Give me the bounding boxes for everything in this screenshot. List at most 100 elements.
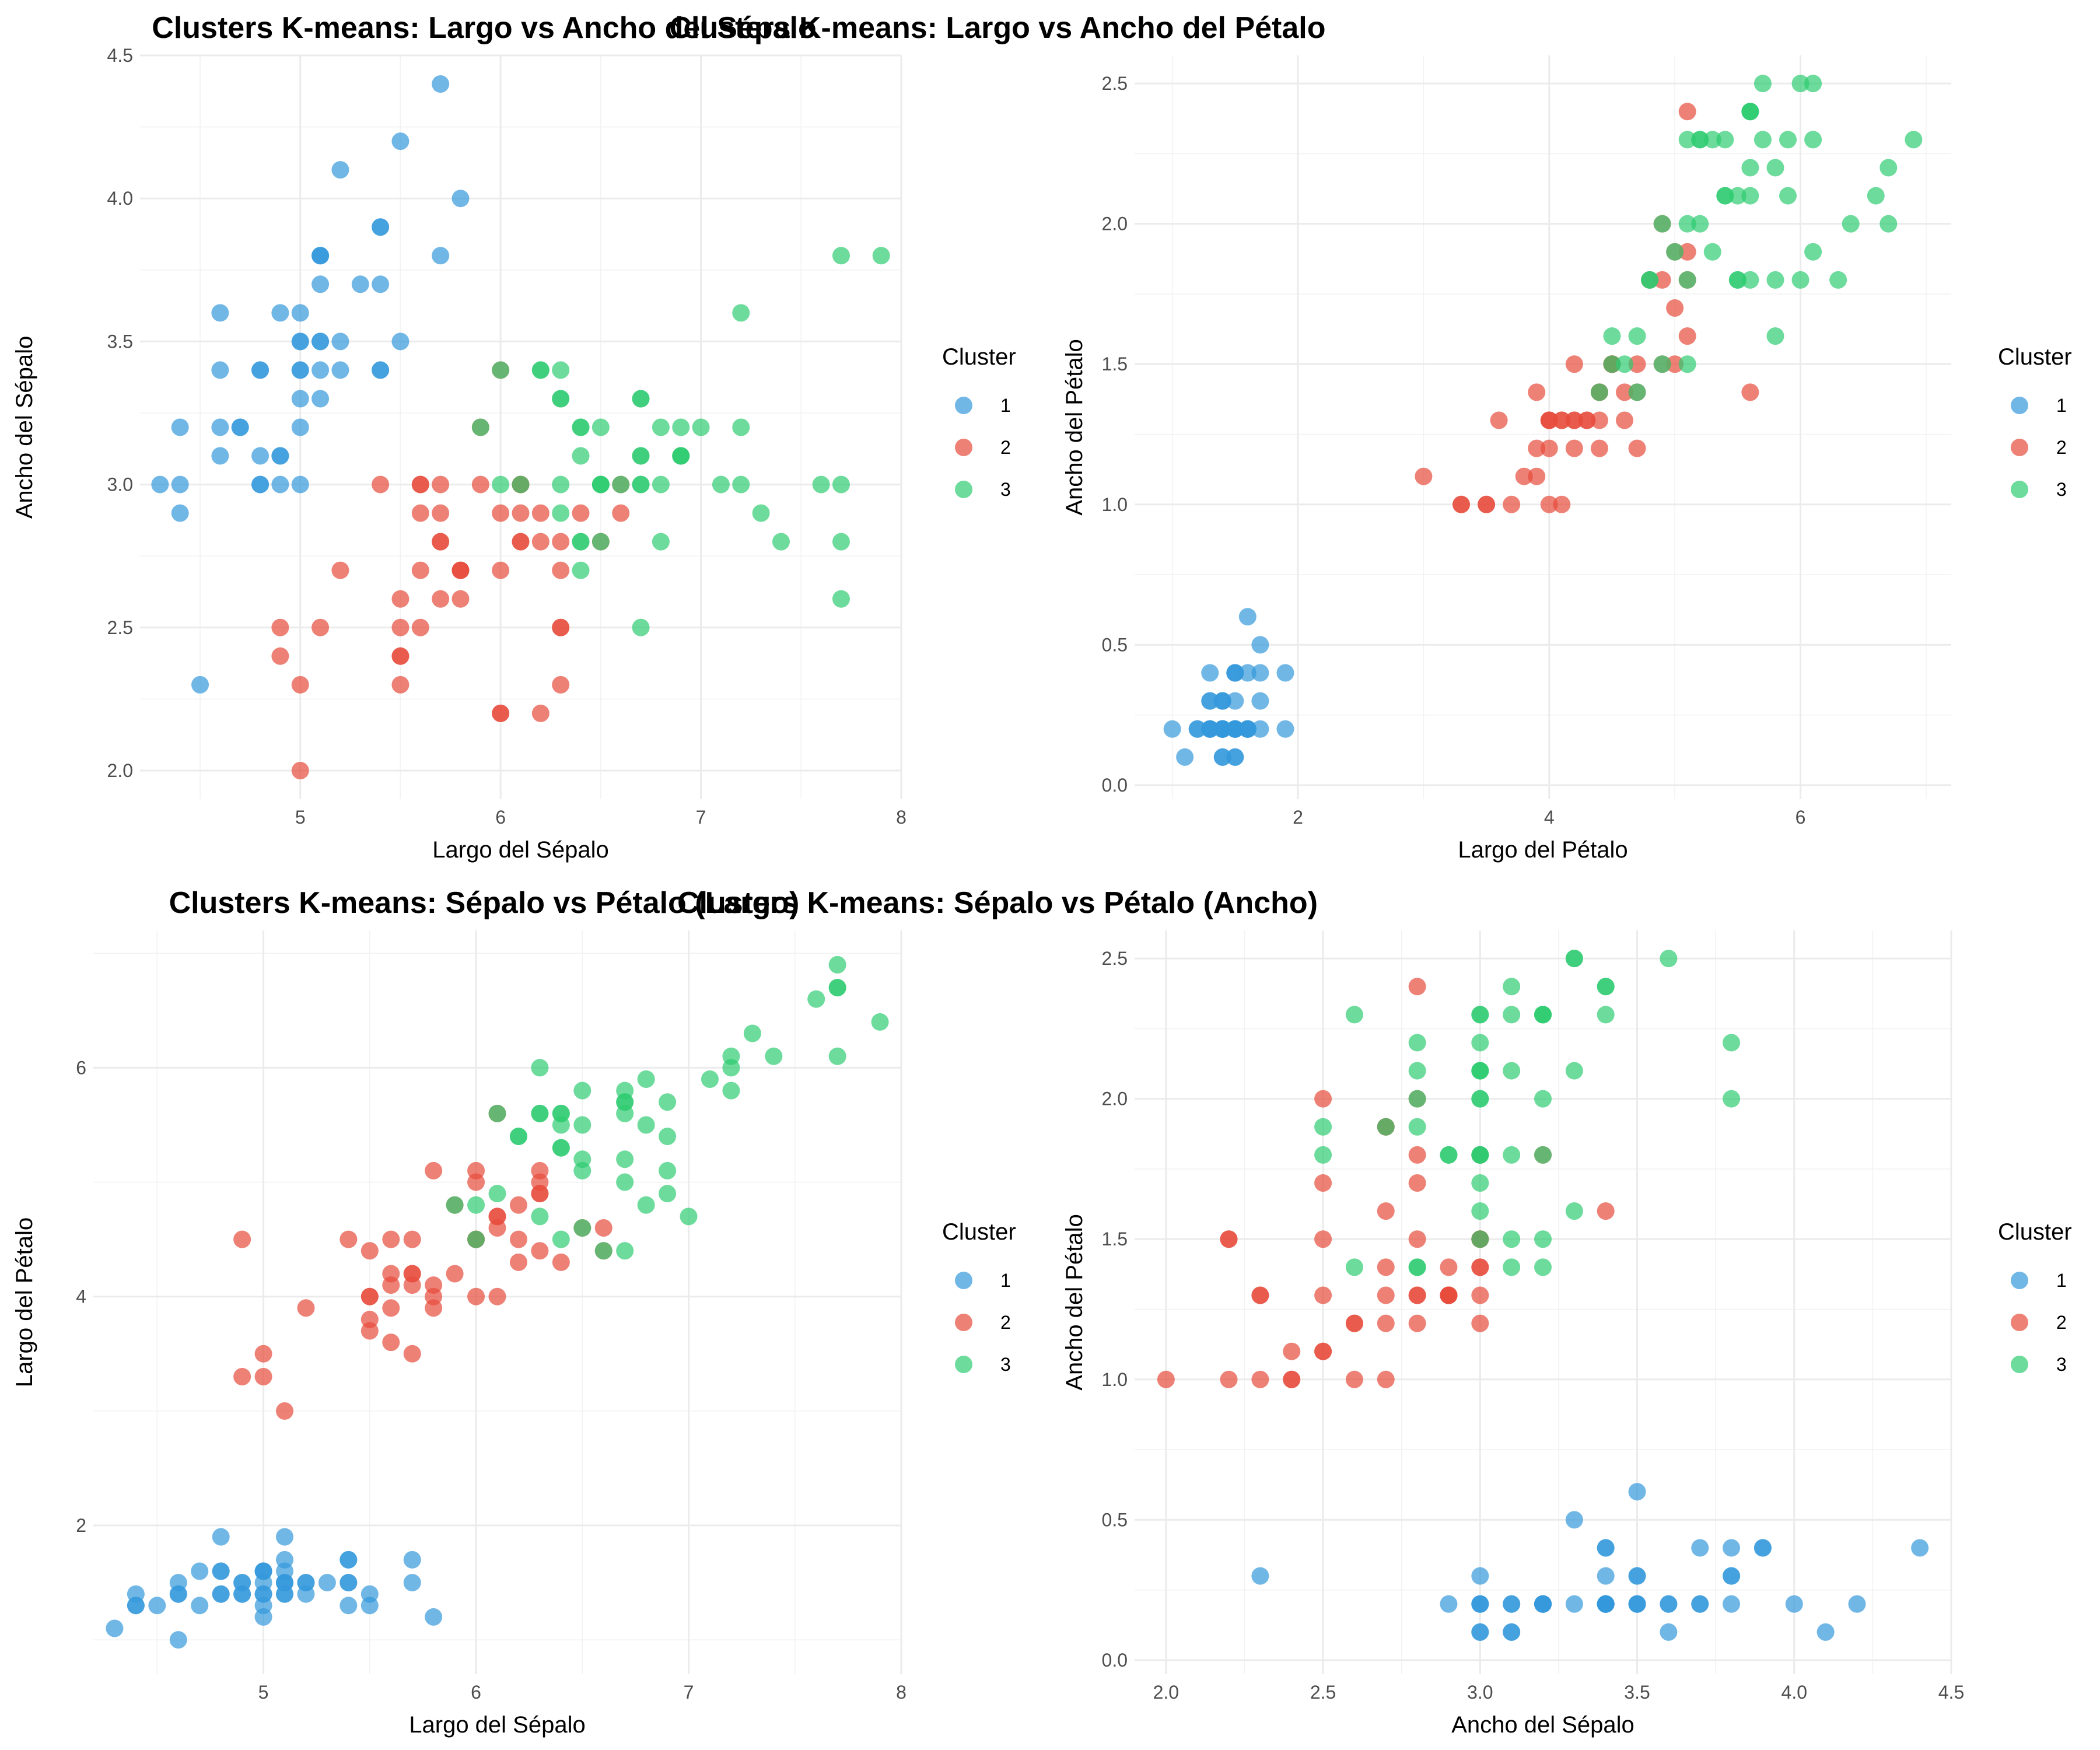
data-point-cluster-2 bbox=[233, 1368, 251, 1385]
data-point-cluster-3 bbox=[1471, 1174, 1489, 1192]
data-point-cluster-1 bbox=[169, 1631, 187, 1649]
data-point-cluster-1 bbox=[1226, 748, 1244, 766]
data-point-cluster-3 bbox=[1440, 1146, 1458, 1164]
data-point-cluster-2 bbox=[1314, 1286, 1332, 1304]
data-point-cluster-2 bbox=[1678, 103, 1696, 121]
data-point-cluster-2 bbox=[1408, 1314, 1426, 1332]
legend-key-3 bbox=[2011, 1356, 2028, 1373]
data-point-cluster-2 bbox=[1157, 1370, 1175, 1388]
data-point-cluster-2 bbox=[1377, 1286, 1395, 1304]
data-point-cluster-3 bbox=[772, 533, 790, 551]
data-point-cluster-3 bbox=[573, 1219, 592, 1237]
y-tick-label: 4 bbox=[76, 1286, 86, 1307]
y-tick-label: 0.0 bbox=[1102, 775, 1128, 796]
data-point-cluster-3 bbox=[732, 304, 750, 322]
data-point-cluster-3 bbox=[1471, 1006, 1489, 1024]
data-point-cluster-3 bbox=[616, 1093, 634, 1111]
data-point-cluster-3 bbox=[1603, 355, 1621, 373]
x-tick-label: 7 bbox=[684, 1682, 694, 1703]
data-point-cluster-1 bbox=[291, 390, 309, 408]
data-point-cluster-1 bbox=[1251, 1567, 1269, 1585]
data-point-cluster-2 bbox=[391, 647, 410, 665]
data-point-cluster-3 bbox=[572, 447, 590, 465]
legend-label: 1 bbox=[2056, 395, 2067, 416]
data-point-cluster-3 bbox=[637, 1116, 655, 1134]
data-point-cluster-1 bbox=[403, 1550, 421, 1569]
x-tick-label: 2 bbox=[1293, 807, 1303, 828]
chart-title: Clusters K-means: Largo vs Ancho del Pét… bbox=[669, 11, 1325, 45]
legend-label: 2 bbox=[1000, 437, 1011, 458]
data-point-cluster-2 bbox=[1553, 495, 1571, 513]
data-point-cluster-3 bbox=[488, 1104, 506, 1122]
data-point-cluster-3 bbox=[1565, 1202, 1583, 1220]
data-point-cluster-3 bbox=[1597, 978, 1615, 996]
data-point-cluster-3 bbox=[712, 475, 730, 494]
data-point-cluster-1 bbox=[127, 1597, 145, 1615]
data-point-cluster-1 bbox=[1213, 692, 1231, 710]
data-point-cluster-1 bbox=[1251, 664, 1269, 682]
data-point-cluster-2 bbox=[276, 1402, 294, 1420]
y-tick-label: 1.5 bbox=[1102, 354, 1128, 374]
data-point-cluster-2 bbox=[1540, 439, 1558, 457]
data-point-cluster-3 bbox=[1471, 1202, 1489, 1220]
data-point-cluster-2 bbox=[1471, 1258, 1489, 1276]
data-point-cluster-1 bbox=[1911, 1539, 1929, 1557]
data-point-cluster-1 bbox=[1628, 1595, 1646, 1613]
data-point-cluster-2 bbox=[1408, 1286, 1426, 1304]
data-point-cluster-3 bbox=[1616, 355, 1633, 373]
data-point-cluster-3 bbox=[1503, 1006, 1521, 1024]
legend: Cluster 1 2 3 bbox=[1998, 1219, 2072, 1375]
data-point-cluster-2 bbox=[1408, 1174, 1426, 1192]
legend-label: 3 bbox=[2056, 479, 2067, 500]
legend-title: Cluster bbox=[1998, 1219, 2072, 1245]
chart-panel-1: 5 6 7 8 2.0 2.5 3.0 3.5 4.0 4.5 Clusters K-means: … bbox=[12, 11, 1016, 863]
legend-label: 2 bbox=[2056, 1312, 2067, 1333]
data-point-cluster-2 bbox=[1590, 439, 1608, 457]
data-point-cluster-2 bbox=[531, 1242, 549, 1260]
data-point-cluster-3 bbox=[1503, 1230, 1521, 1248]
data-point-cluster-1 bbox=[251, 447, 270, 465]
data-point-cluster-1 bbox=[372, 361, 390, 379]
data-point-cluster-3 bbox=[1471, 1230, 1489, 1248]
data-point-cluster-1 bbox=[1163, 720, 1181, 738]
data-point-cluster-3 bbox=[812, 475, 830, 494]
data-point-cluster-3 bbox=[1534, 1230, 1552, 1248]
data-point-cluster-1 bbox=[291, 361, 309, 379]
data-point-cluster-3 bbox=[1703, 131, 1721, 149]
x-tick-label: 3.0 bbox=[1467, 1682, 1493, 1703]
data-point-cluster-1 bbox=[403, 1574, 421, 1592]
data-point-cluster-3 bbox=[1723, 1034, 1741, 1052]
data-point-cluster-3 bbox=[531, 1104, 549, 1122]
data-point-cluster-3 bbox=[1653, 355, 1671, 373]
data-point-cluster-3 bbox=[531, 361, 550, 379]
data-point-cluster-2 bbox=[1408, 978, 1426, 996]
data-point-cluster-3 bbox=[1603, 327, 1621, 345]
data-point-cluster-3 bbox=[672, 418, 690, 436]
data-point-cluster-1 bbox=[1226, 692, 1244, 710]
data-point-cluster-3 bbox=[1597, 1006, 1615, 1024]
data-point-cluster-3 bbox=[512, 475, 530, 494]
chart-panel-2: 2 4 6 0.0 0.5 1.0 1.5 2.0 2.5 Clusters K-means: L… bbox=[669, 11, 2071, 863]
data-point-cluster-2 bbox=[1283, 1370, 1301, 1388]
data-point-cluster-1 bbox=[1201, 692, 1219, 710]
data-point-cluster-1 bbox=[340, 1550, 358, 1569]
data-point-cluster-3 bbox=[572, 533, 590, 551]
data-point-cluster-3 bbox=[1503, 1062, 1521, 1080]
data-point-cluster-2 bbox=[492, 504, 510, 522]
data-point-cluster-1 bbox=[1597, 1539, 1615, 1557]
data-point-cluster-1 bbox=[360, 1597, 379, 1615]
x-tick-label: 5 bbox=[258, 1682, 269, 1703]
data-point-cluster-3 bbox=[592, 418, 610, 436]
legend-key-2 bbox=[955, 1314, 972, 1331]
data-point-cluster-3 bbox=[1653, 215, 1671, 233]
data-point-cluster-1 bbox=[312, 332, 330, 351]
data-point-cluster-3 bbox=[659, 1128, 677, 1146]
data-point-cluster-2 bbox=[1597, 1202, 1615, 1220]
data-point-cluster-3 bbox=[616, 1242, 634, 1260]
data-point-cluster-3 bbox=[1791, 75, 1810, 93]
data-point-cluster-3 bbox=[1766, 327, 1784, 345]
y-tick-label: 1.5 bbox=[1102, 1228, 1128, 1250]
data-point-cluster-3 bbox=[552, 390, 570, 408]
data-point-cluster-1 bbox=[1176, 748, 1194, 766]
data-point-cluster-3 bbox=[1754, 75, 1772, 93]
